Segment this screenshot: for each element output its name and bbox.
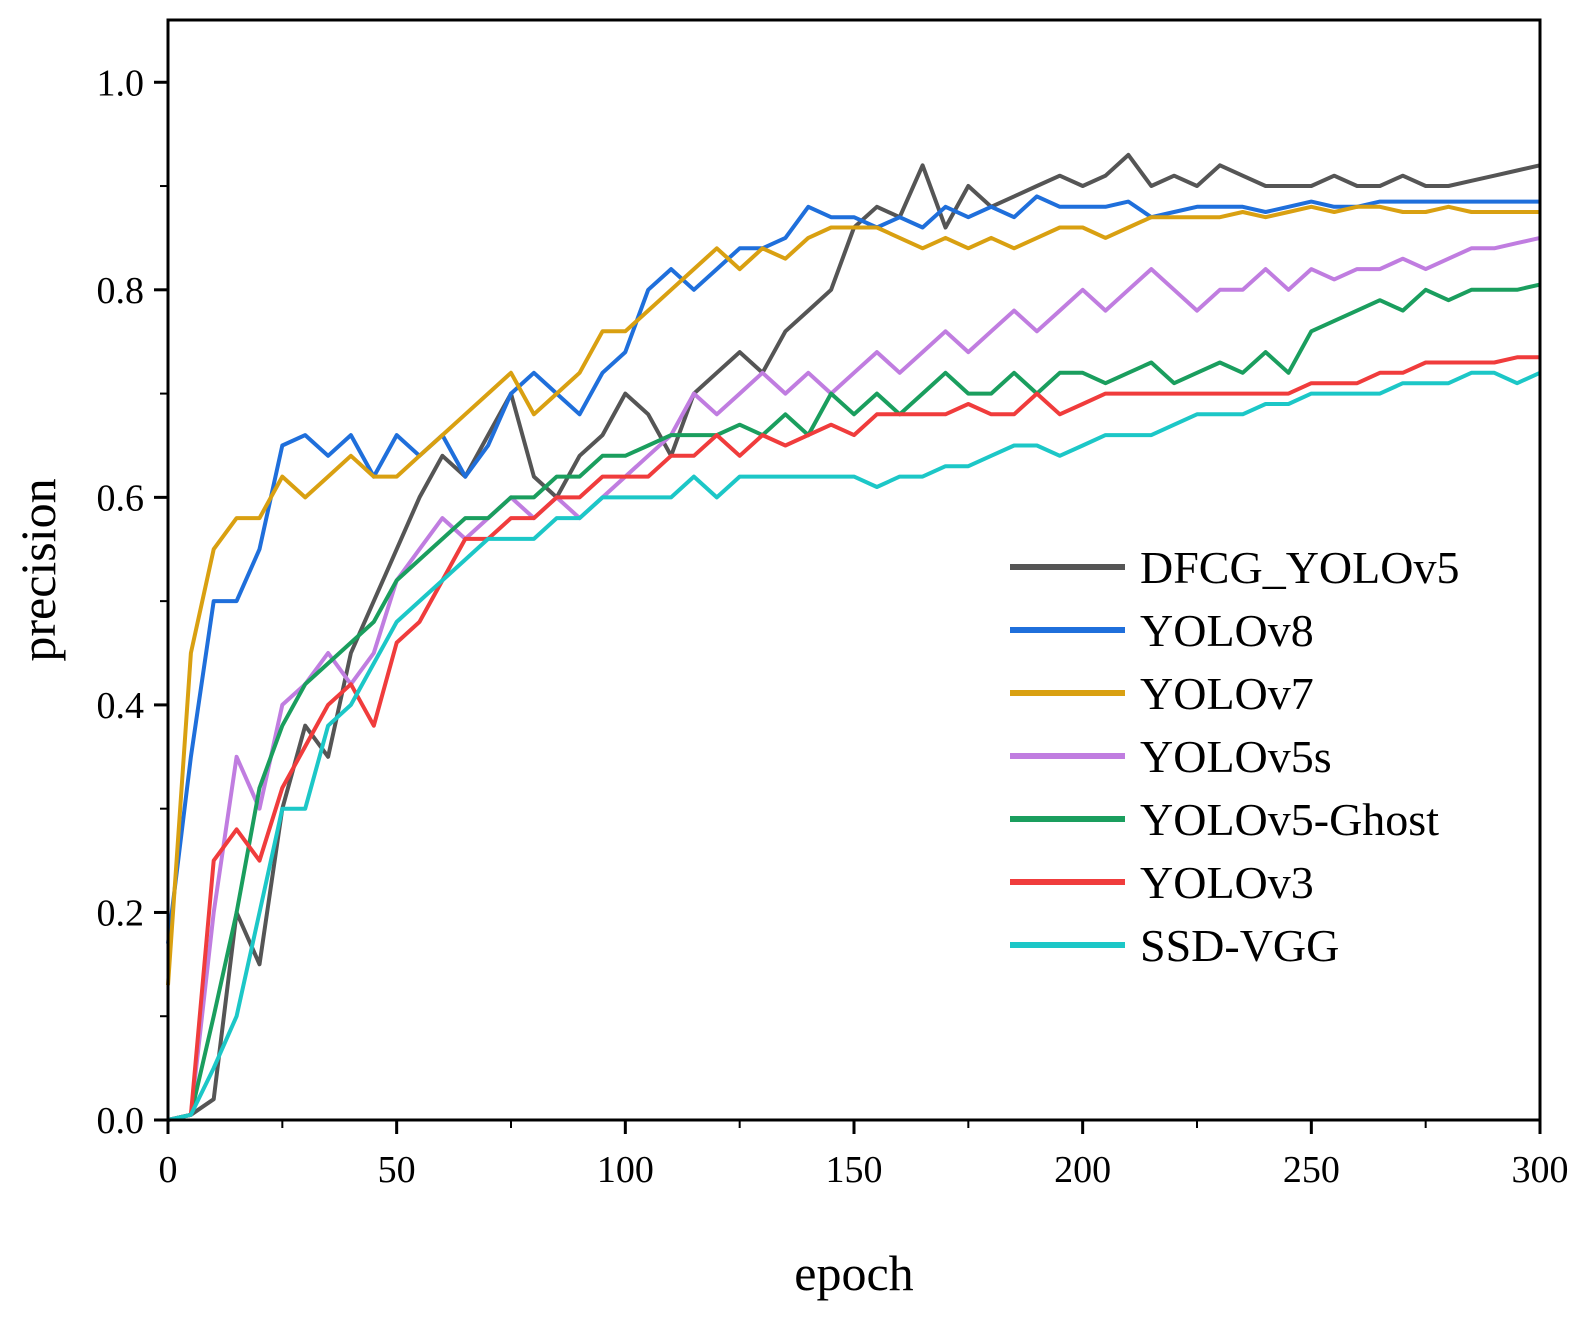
series-line-2 [166,204,1540,986]
x-tick-label: 200 [1054,1149,1111,1191]
y-tick-label: 0.6 [97,477,145,519]
legend-label-5: YOLOv3 [1140,857,1314,908]
axis-ticks: 0 50 100 150 200 250 300 0.0 0.2 0.4 0.6 0.8 1.0 [97,62,1569,1191]
x-tick-label: 100 [597,1149,654,1191]
x-tick-label: 150 [826,1149,883,1191]
legend-label-0: DFCG_YOLOv5 [1140,542,1459,593]
y-tick-label: 1.0 [97,62,145,104]
legend-label-1: YOLOv8 [1140,605,1314,656]
series-layer [166,152,1541,1122]
legend-label-4: YOLOv5-Ghost [1140,794,1439,845]
y-tick-label: 0.2 [97,892,145,934]
legend-label-3: YOLOv5s [1140,731,1332,782]
series-line-4 [167,282,1541,1122]
x-axis-title: epoch [794,1245,913,1301]
series-line-3 [167,235,1541,1122]
x-tick-label: 0 [159,1149,178,1191]
x-tick-label: 50 [378,1149,416,1191]
series-line-1 [166,194,1540,944]
y-tick-label: 0.4 [97,685,145,727]
legend-label-6: SSD-VGG [1140,920,1339,971]
legend: DFCG_YOLOv5 YOLOv8 YOLOv7 YOLOv5s YOLOv5-Gho… [1010,542,1459,971]
series-line-5 [167,355,1540,1122]
y-tick-label: 0.0 [97,1100,145,1142]
series-line-6 [167,370,1541,1122]
series-line-0 [167,152,1541,1122]
y-axis-title: precision [10,478,66,661]
y-tick-label: 0.8 [97,270,145,312]
legend-label-2: YOLOv7 [1140,668,1314,719]
x-tick-label: 250 [1283,1149,1340,1191]
x-tick-label: 300 [1512,1149,1569,1191]
